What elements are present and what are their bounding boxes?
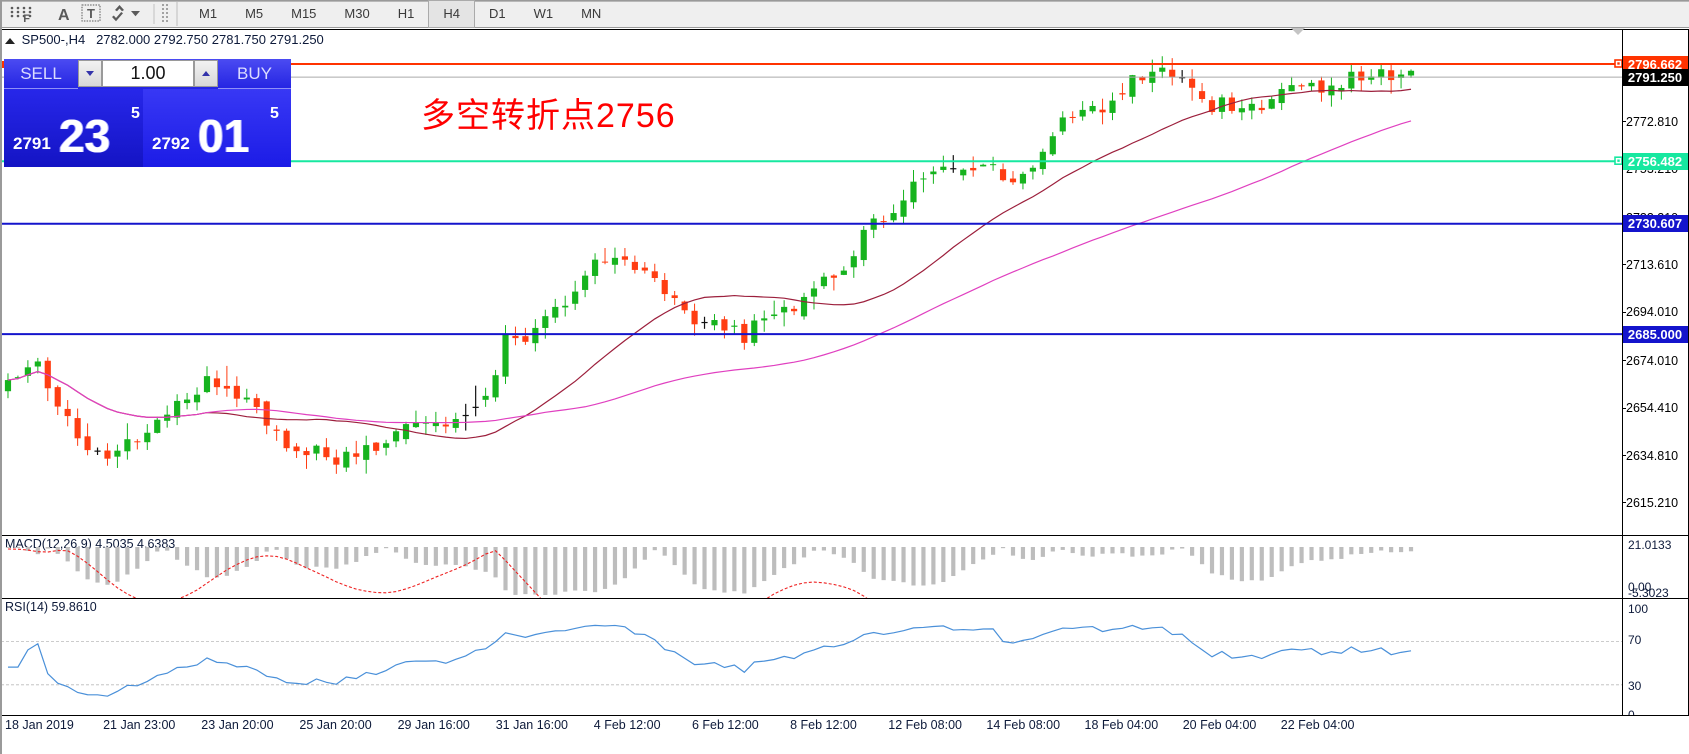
svg-text:F: F bbox=[23, 13, 30, 25]
svg-text:A: A bbox=[58, 7, 70, 24]
svg-text:T: T bbox=[87, 6, 95, 21]
